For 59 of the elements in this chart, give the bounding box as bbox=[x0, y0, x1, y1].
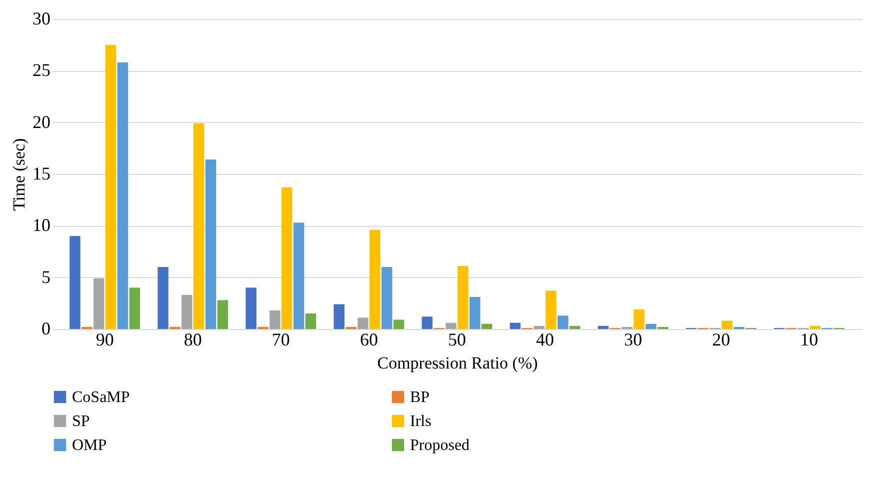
legend-label: CoSaMP bbox=[72, 389, 130, 406]
x-tick-label: 70 bbox=[272, 330, 290, 350]
y-tick-label: 15 bbox=[32, 164, 50, 184]
bar bbox=[458, 266, 468, 329]
bar bbox=[270, 310, 280, 329]
bar bbox=[129, 288, 140, 329]
bar bbox=[305, 314, 316, 329]
bar bbox=[158, 267, 168, 329]
bar bbox=[558, 316, 568, 329]
bar bbox=[634, 309, 644, 329]
y-tick-label: 10 bbox=[32, 215, 50, 236]
y-tick-label: 30 bbox=[32, 8, 50, 28]
y-tick-label: 5 bbox=[42, 266, 50, 287]
legend-label: Proposed bbox=[410, 437, 470, 454]
bar bbox=[105, 44, 116, 329]
bar bbox=[470, 296, 480, 329]
x-tick-label: 60 bbox=[360, 330, 378, 350]
y-tick-label: 20 bbox=[32, 112, 50, 132]
bar bbox=[93, 278, 104, 329]
bar bbox=[381, 267, 392, 329]
bar bbox=[570, 326, 580, 329]
bar bbox=[334, 304, 344, 329]
bar bbox=[193, 123, 204, 329]
x-tick-label: 90 bbox=[96, 330, 114, 350]
x-tick-label: 20 bbox=[712, 330, 730, 350]
bar bbox=[510, 322, 521, 329]
legend-label: SP bbox=[72, 413, 90, 430]
legend-label: Irls bbox=[410, 413, 432, 430]
legend-label: OMP bbox=[72, 437, 107, 454]
bar bbox=[358, 318, 368, 329]
bar bbox=[293, 222, 304, 329]
x-axis-title: Compression Ratio (%) bbox=[377, 354, 538, 372]
bar bbox=[246, 288, 256, 329]
x-tick-label: 10 bbox=[800, 330, 818, 350]
bar bbox=[393, 320, 404, 329]
x-tick-label: 40 bbox=[536, 330, 554, 350]
bar bbox=[117, 62, 128, 329]
y-tick-label: 25 bbox=[32, 60, 50, 80]
bar bbox=[546, 290, 556, 329]
y-axis-title: Time (sec) bbox=[10, 138, 28, 211]
bar bbox=[217, 300, 228, 329]
bar bbox=[646, 324, 656, 329]
bar bbox=[182, 294, 192, 329]
bar bbox=[481, 324, 492, 329]
legend-label: BP bbox=[410, 389, 430, 406]
bar bbox=[422, 316, 433, 329]
x-tick-label: 80 bbox=[184, 330, 202, 350]
bar bbox=[534, 326, 544, 329]
x-tick-label: 30 bbox=[624, 330, 642, 350]
bar bbox=[70, 236, 80, 329]
bar bbox=[282, 187, 292, 329]
bar bbox=[370, 230, 380, 329]
bar bbox=[722, 320, 732, 329]
bar bbox=[810, 326, 821, 329]
y-tick-label: 0 bbox=[42, 318, 50, 338]
bar bbox=[446, 322, 456, 329]
x-tick-label: 50 bbox=[448, 330, 466, 350]
bar bbox=[598, 326, 609, 329]
bar bbox=[205, 160, 216, 329]
